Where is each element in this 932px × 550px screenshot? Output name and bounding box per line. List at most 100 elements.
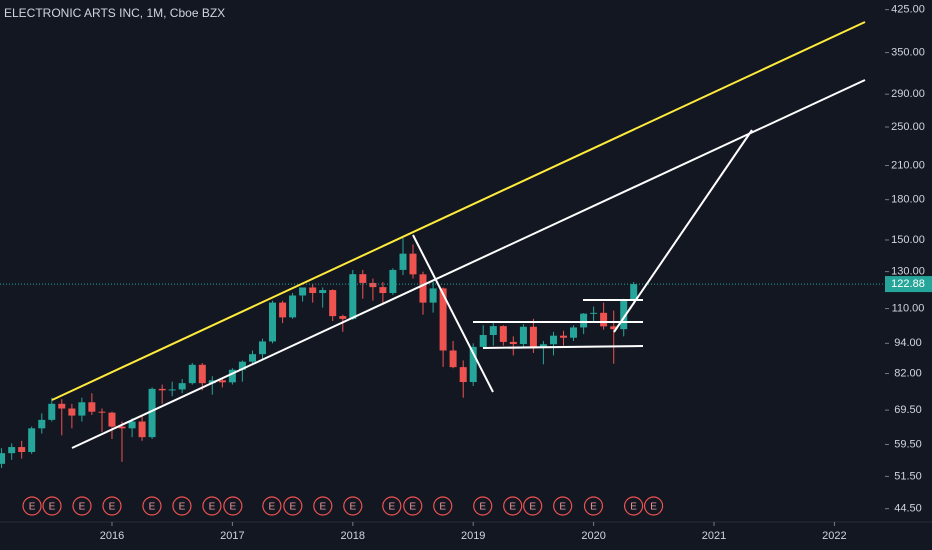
x-tick-label: 2019	[461, 530, 485, 542]
candle-body	[98, 411, 106, 413]
candle-body	[268, 302, 276, 342]
earnings-marker	[202, 496, 222, 516]
candle-body	[299, 287, 307, 296]
projection-line	[613, 129, 753, 333]
candle-body	[489, 326, 497, 336]
candle-body	[289, 295, 297, 318]
earnings-marker	[223, 496, 243, 516]
candle-body	[339, 316, 347, 319]
candle-body	[519, 326, 527, 345]
candle-body	[319, 290, 327, 294]
x-tick-label: 2017	[220, 530, 244, 542]
candle-body	[58, 403, 66, 409]
earnings-label: E	[509, 502, 516, 513]
earnings-label: E	[439, 502, 446, 513]
earnings-marker	[72, 496, 92, 516]
y-tick-label: 350.00	[891, 47, 925, 59]
candle-body	[188, 364, 196, 384]
earnings-label: E	[349, 502, 356, 513]
earnings-label: E	[230, 502, 237, 513]
earnings-marker	[313, 496, 333, 516]
earnings-label: E	[479, 502, 486, 513]
earnings-marker	[503, 496, 523, 516]
candle-body	[630, 284, 638, 301]
earnings-marker	[343, 496, 363, 516]
candle-body	[198, 364, 206, 384]
earnings-marker	[42, 496, 62, 516]
candle-body	[610, 326, 618, 330]
candle-body	[389, 269, 397, 294]
y-tick-label: 425.00	[891, 4, 925, 16]
candle-body	[570, 327, 578, 338]
drawings	[51, 21, 866, 449]
earnings-label: E	[650, 502, 657, 513]
candle-body	[68, 408, 76, 416]
earnings-label: E	[319, 502, 326, 513]
earnings-marker	[142, 496, 162, 516]
candle-body	[158, 388, 166, 391]
y-tick-label: 250.00	[891, 121, 925, 133]
earnings-marker	[102, 496, 122, 516]
candle-body	[218, 380, 226, 383]
y-tick-label: 44.50	[894, 503, 922, 515]
candle-body	[550, 335, 558, 345]
candle-body	[118, 426, 126, 429]
candle-body	[138, 421, 146, 438]
y-tick-label: 69.50	[894, 404, 922, 416]
candle-body	[258, 341, 266, 355]
candle-body	[38, 419, 46, 429]
earnings-label: E	[590, 502, 597, 513]
earnings-label: E	[149, 502, 156, 513]
candle-body	[309, 287, 317, 294]
y-tick-label: 150.00	[891, 234, 925, 246]
candle-body	[208, 380, 216, 384]
candle-body	[409, 253, 417, 275]
candle-body	[419, 274, 427, 303]
trend-line	[71, 79, 866, 449]
x-tick-label: 2016	[100, 530, 124, 542]
candle-body	[600, 312, 608, 327]
y-tick-label: 94.00	[894, 337, 922, 349]
earnings-label: E	[209, 502, 216, 513]
last-price-label: 122.88	[891, 278, 925, 290]
trend-line	[412, 234, 494, 393]
earnings-label: E	[49, 502, 56, 513]
earnings-label: E	[559, 502, 566, 513]
earnings-label: E	[79, 502, 86, 513]
earnings-marker	[553, 496, 573, 516]
y-tick-label: 130.00	[891, 266, 925, 278]
earnings-marker	[523, 496, 543, 516]
candle-body	[329, 290, 337, 317]
earnings-label: E	[269, 502, 276, 513]
candle-body	[349, 274, 357, 319]
candle-body	[379, 287, 387, 294]
earnings-label: E	[289, 502, 296, 513]
candle-body	[459, 367, 467, 383]
earnings-marker	[382, 496, 402, 516]
earnings-label: E	[109, 502, 116, 513]
earnings-label: E	[630, 502, 637, 513]
earnings-marker	[283, 496, 303, 516]
candle-body	[228, 369, 236, 383]
x-tick-label: 2020	[581, 530, 605, 542]
x-tick-label: 2021	[702, 530, 726, 542]
candle-body	[8, 447, 16, 454]
candle-body	[108, 412, 116, 427]
candle-body	[178, 383, 186, 390]
candle-body	[238, 361, 246, 370]
candle-body	[78, 402, 86, 416]
candle-body	[248, 354, 256, 362]
earnings-label: E	[29, 502, 36, 513]
candle-body	[48, 403, 56, 420]
trend-line	[51, 21, 866, 401]
candle-body	[359, 274, 367, 283]
y-tick-label: 110.00	[892, 302, 925, 314]
range-line	[482, 345, 644, 349]
candle-body	[499, 326, 507, 342]
candle-body	[369, 282, 377, 288]
earnings-label: E	[529, 502, 536, 513]
candle-body	[529, 326, 537, 347]
